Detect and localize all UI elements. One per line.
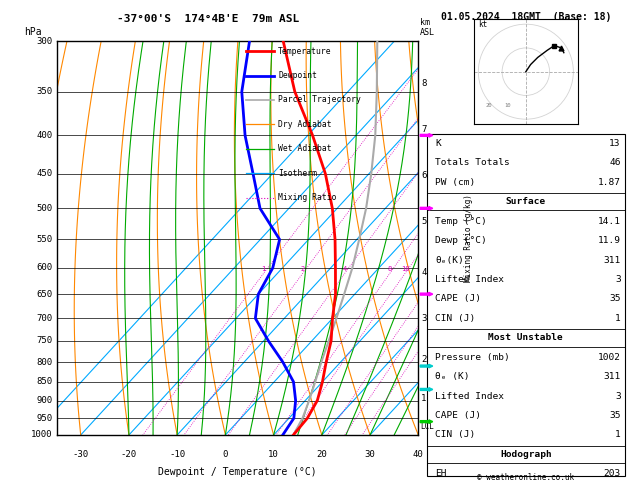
Text: 850: 850 [36,377,52,386]
Text: 450: 450 [36,170,52,178]
Text: -10: -10 [169,450,185,459]
Text: θₑ(K): θₑ(K) [435,256,464,264]
Text: 0: 0 [223,450,228,459]
Text: © weatheronline.co.uk: © weatheronline.co.uk [477,473,574,482]
Text: Pressure (mb): Pressure (mb) [435,353,510,362]
Text: 900: 900 [36,396,52,405]
Text: 4: 4 [421,268,426,277]
Text: Mixing Ratio: Mixing Ratio [278,193,337,202]
Text: 14.1: 14.1 [598,217,621,226]
Text: hPa: hPa [25,27,42,37]
Text: 1: 1 [421,394,426,403]
Text: 311: 311 [603,372,621,381]
Text: 3: 3 [421,314,426,323]
Text: Most Unstable: Most Unstable [489,333,563,342]
Text: kt: kt [478,19,487,29]
Text: EH: EH [435,469,447,478]
Text: 4: 4 [343,266,347,272]
Text: -37°00'S  174°4B'E  79m ASL: -37°00'S 174°4B'E 79m ASL [118,14,299,24]
Text: Dry Adiabat: Dry Adiabat [278,120,332,129]
Text: 750: 750 [36,336,52,346]
Text: LCL: LCL [420,422,434,431]
Text: 35: 35 [610,411,621,420]
Text: 10: 10 [268,450,279,459]
Text: K: K [435,139,441,148]
Text: 1002: 1002 [598,353,621,362]
Text: Surface: Surface [506,197,546,206]
Text: Dewp (°C): Dewp (°C) [435,236,487,245]
Text: 30: 30 [365,450,376,459]
Text: 2: 2 [421,355,426,364]
Text: 1000: 1000 [31,431,52,439]
Text: 1: 1 [615,314,621,323]
Text: CAPE (J): CAPE (J) [435,295,481,303]
Text: 311: 311 [603,256,621,264]
Text: 7: 7 [421,125,426,134]
Bar [427,134,625,476]
Text: km
ASL: km ASL [420,18,435,37]
Text: 350: 350 [36,87,52,96]
Text: 3: 3 [615,275,621,284]
Text: 203: 203 [603,469,621,478]
Text: Totals Totals: Totals Totals [435,158,510,167]
Text: 2: 2 [301,266,305,272]
Text: 46: 46 [610,158,621,167]
Text: 13: 13 [610,139,621,148]
Text: -30: -30 [73,450,89,459]
Text: Dewpoint / Temperature (°C): Dewpoint / Temperature (°C) [158,467,317,477]
Text: 40: 40 [413,450,424,459]
Text: 700: 700 [36,314,52,323]
Text: 550: 550 [36,235,52,244]
Text: 1.87: 1.87 [598,178,621,187]
Text: 10: 10 [401,266,409,272]
Text: Temperature: Temperature [278,47,332,56]
Text: 800: 800 [36,358,52,366]
Text: 300: 300 [36,37,52,46]
Text: 500: 500 [36,204,52,213]
Text: θₑ (K): θₑ (K) [435,372,470,381]
Text: 8: 8 [387,266,392,272]
Text: -20: -20 [121,450,137,459]
Text: CIN (J): CIN (J) [435,431,476,439]
Text: 11.9: 11.9 [598,236,621,245]
Text: 1: 1 [615,431,621,439]
Text: 8: 8 [421,79,426,87]
Text: Hodograph: Hodograph [500,450,552,459]
Text: Lifted Index: Lifted Index [435,275,504,284]
Text: 20: 20 [316,450,327,459]
Text: 650: 650 [36,290,52,298]
Text: Mixing Ratio (g/kg): Mixing Ratio (g/kg) [464,194,474,282]
Text: PW (cm): PW (cm) [435,178,476,187]
Text: CIN (J): CIN (J) [435,314,476,323]
Text: 5: 5 [421,217,426,226]
Text: Isotherm: Isotherm [278,169,317,178]
Text: 6: 6 [421,171,426,180]
Text: 1: 1 [262,266,265,272]
Text: 3: 3 [615,392,621,400]
Text: 35: 35 [610,295,621,303]
Text: 10: 10 [504,104,511,108]
Text: 20: 20 [486,104,492,108]
Text: Lifted Index: Lifted Index [435,392,504,400]
Text: CAPE (J): CAPE (J) [435,411,481,420]
Text: Dewpoint: Dewpoint [278,71,317,80]
Text: 400: 400 [36,131,52,140]
Text: Parcel Trajectory: Parcel Trajectory [278,95,361,104]
Text: 600: 600 [36,263,52,273]
Text: 01.05.2024  18GMT  (Base: 18): 01.05.2024 18GMT (Base: 18) [441,12,611,22]
Text: Temp (°C): Temp (°C) [435,217,487,226]
Text: 950: 950 [36,414,52,423]
Text: Wet Adiabat: Wet Adiabat [278,144,332,153]
